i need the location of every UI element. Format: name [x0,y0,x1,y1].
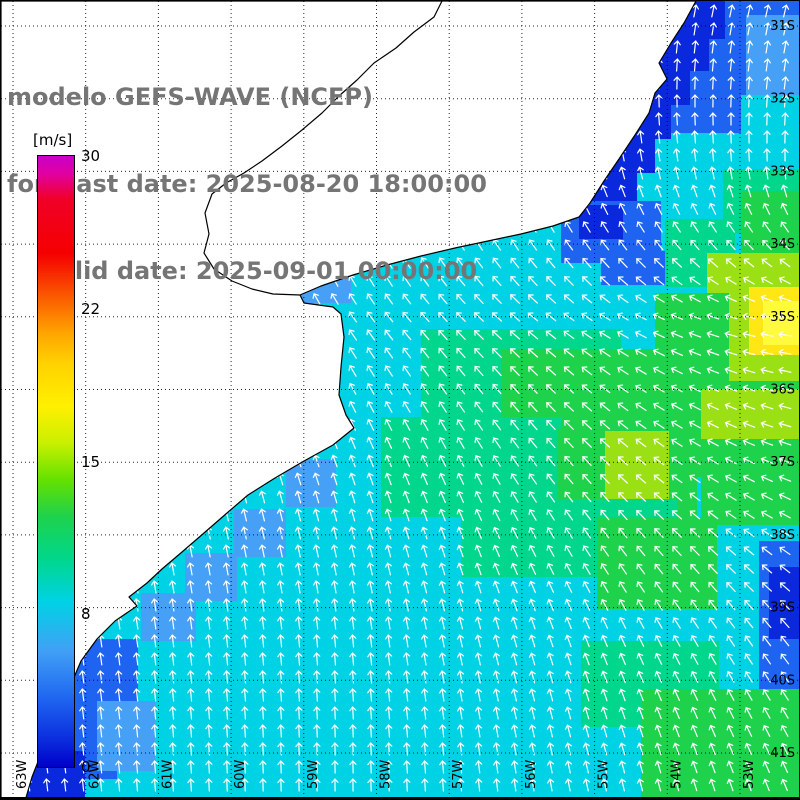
longitude-label: 58W [379,759,394,789]
colorbar-unit-label: [m/s] [33,131,73,149]
longitude-label: 60W [233,759,248,789]
colorbar-gradient [37,155,75,768]
colorbar-tick-label: 8 [81,605,91,624]
colorbar-tick-label: 15 [81,452,101,471]
longitude-label: 59W [306,759,321,789]
latitude-label: 40S [770,673,795,688]
colorbar-tick-label: 22 [81,299,101,318]
colorbar-tick-labels: 30 22 15 8 0 [81,147,121,776]
model-title: modelo GEFS-WAVE (NCEP) [7,83,373,111]
title-block: modelo GEFS-WAVE (NCEP) forecast date: 2… [7,25,487,344]
latitude-label: 41S [770,746,795,761]
latitude-label: 32S [770,92,795,107]
longitude-label: 56W [524,759,539,789]
latitude-label: 38S [770,528,795,543]
latitude-label: 33S [770,164,795,179]
valid-date-label: valid date: 2025-09-01 00:00:00 [43,257,478,285]
longitude-label: 62W [88,759,103,789]
latitude-label: 39S [770,601,795,616]
colorbar: [m/s] 30 22 15 8 0 [31,131,151,776]
river-border-line [203,1,443,296]
longitude-label: 53W [742,759,757,789]
forecast-date-label: forecast date: 2025-08-20 18:00:00 [7,170,487,198]
latitude-label: 37S [770,455,795,470]
longitude-label: 54W [669,759,684,789]
longitude-label: 57W [451,759,466,789]
longitude-label: 61W [160,759,175,789]
land-coastline [1,1,697,797]
latitude-label: 36S [770,383,795,398]
longitude-label: 63W [15,759,30,789]
longitude-label: 55W [597,759,612,789]
colorbar-tick-label: 30 [81,147,101,165]
axis-labels: 31S 32S 33S 34S 35S 36S 37S 38S 39S 40S 41S 63W 62W 6… [15,19,795,789]
colorbar-tick-label: 0 [81,758,91,776]
latitude-label: 35S [770,310,795,325]
latitude-label: 34S [770,237,795,252]
latitude-label: 31S [770,19,795,34]
